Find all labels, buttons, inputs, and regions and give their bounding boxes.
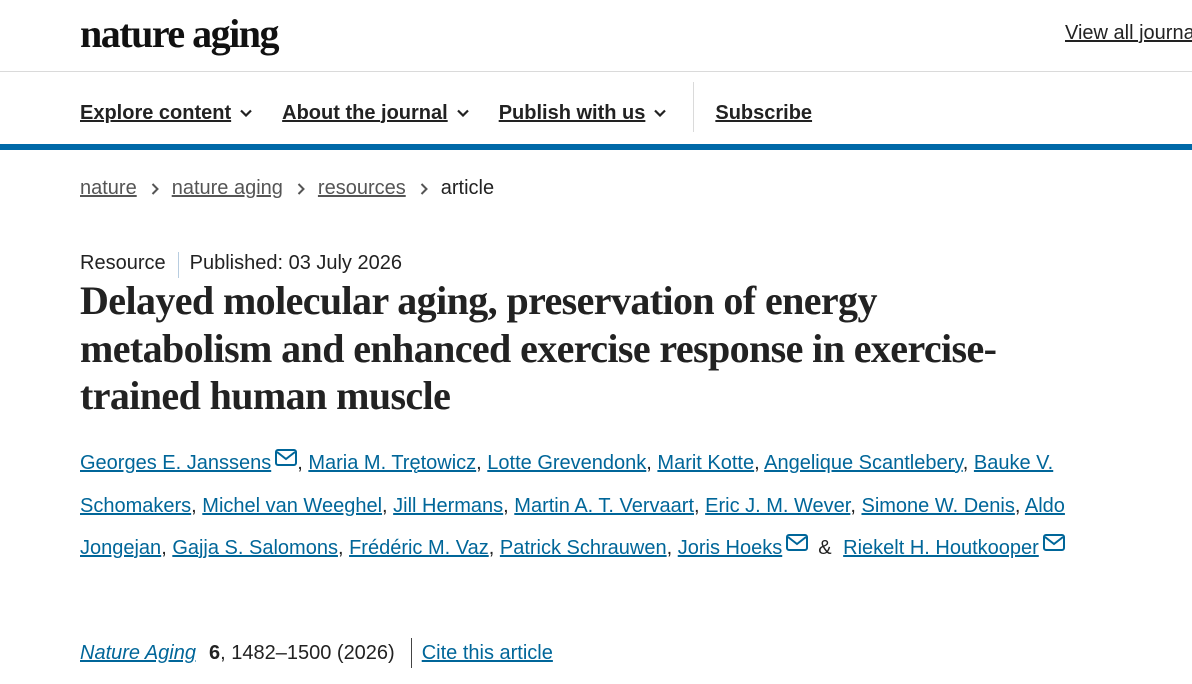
article-type: Resource (80, 252, 166, 274)
breadcrumb[interactable]: nature aging (171, 177, 283, 199)
nav-label[interactable]: About the journal (282, 101, 448, 124)
email-icon[interactable] (275, 449, 298, 466)
dropdown-icon[interactable] (456, 109, 469, 117)
email-icon[interactable] (1042, 534, 1065, 551)
dropdown-icon[interactable] (240, 109, 252, 117)
article-meta: Resource Published: 03 July 2026 (80, 252, 402, 278)
dropdown-icon[interactable] (654, 109, 667, 117)
author-separator: , (337, 537, 344, 559)
email-icon[interactable] (786, 534, 809, 551)
author-link[interactable]: Bauke V. Schomakers (80, 452, 1054, 517)
author-separator: , (503, 494, 509, 517)
author-separator: , (1014, 494, 1021, 517)
logo[interactable]: nature aging (80, 11, 279, 56)
author-link[interactable]: Lotte Grevendonk (487, 452, 647, 474)
author-separator: , (297, 452, 303, 474)
author-list: Georges E. Janssens, Maria M. Trętowicz,… (80, 442, 1070, 570)
nav-label[interactable]: Subscribe (715, 101, 813, 124)
author-link[interactable]: Martin A. T. Vervaart (514, 494, 695, 517)
nav-label[interactable]: Publish with us (498, 101, 646, 124)
author-separator: , (666, 537, 673, 559)
author-link[interactable]: Aldo Jongejan (80, 494, 1065, 560)
published-date: Published: 03 July 2026 (189, 252, 402, 274)
chevron (297, 182, 305, 195)
author-link[interactable]: Marit Kotte (657, 452, 755, 474)
author-link[interactable]: Angelique Scantlebery (764, 452, 963, 474)
author-separator: & (818, 537, 832, 559)
breadcrumb[interactable]: resources (317, 177, 406, 199)
author-link[interactable]: Simone W. Denis (861, 494, 1015, 517)
author-separator: , (754, 452, 760, 474)
author-link[interactable]: Georges E. Janssens (80, 452, 272, 474)
nav-divider (693, 82, 695, 132)
pages-year: , 1482–1500 (2026) (220, 641, 395, 664)
chevron (420, 182, 428, 195)
cite-link[interactable]: Cite this article (421, 641, 553, 664)
nav-item[interactable]: Subscribe (715, 102, 812, 125)
volume: 6 (209, 641, 221, 664)
author-separator: , (694, 494, 700, 517)
author-link[interactable]: Riekelt H. Houtkooper (843, 537, 1039, 559)
journal-link[interactable]: Nature Aging (80, 641, 196, 664)
author-separator: , (850, 494, 856, 517)
author-link[interactable]: Frédéric M. Vaz (349, 537, 489, 559)
accent-bar (0, 144, 1192, 150)
nav-label[interactable]: Explore content (80, 101, 232, 124)
chevron (151, 182, 159, 195)
article-title: Delayed molecular aging, preservation of… (80, 278, 997, 418)
main-nav: Explore content About the journal Publish … (80, 82, 842, 132)
author-link[interactable]: Michel van Weeghel (202, 494, 383, 517)
author-separator: , (962, 452, 969, 474)
author-separator: , (382, 494, 388, 517)
author-link[interactable]: Maria M. Trętowicz (308, 452, 477, 474)
separator (410, 638, 412, 668)
divider (0, 71, 1192, 72)
author-link[interactable]: Eric J. M. Wever (705, 494, 851, 517)
author-link[interactable]: Patrick Schrauwen (499, 537, 667, 559)
breadcrumb: article (440, 177, 495, 199)
view-all-journals-link[interactable]: View all journals (1065, 22, 1192, 44)
author-link[interactable]: Joris Hoeks (677, 537, 783, 559)
author-link[interactable]: Jill Hermans (393, 494, 504, 517)
separator (177, 252, 179, 278)
author-separator: , (646, 452, 652, 474)
nav-item[interactable]: Explore content (80, 102, 252, 125)
nav-item[interactable]: About the journal (282, 102, 469, 125)
nav-item[interactable]: Publish with us (499, 102, 667, 125)
author-link[interactable]: Gajja S. Salomons (172, 537, 338, 559)
author-separator: , (191, 494, 197, 517)
breadcrumb[interactable]: nature (80, 177, 137, 199)
author-separator: , (488, 537, 495, 559)
author-separator: , (161, 537, 167, 559)
breadcrumbs: nature nature aging resources article (80, 177, 494, 200)
author-separator: , (476, 452, 482, 474)
citation: Nature Aging 6 , 1482–1500 (2026) Cite t… (80, 638, 553, 668)
